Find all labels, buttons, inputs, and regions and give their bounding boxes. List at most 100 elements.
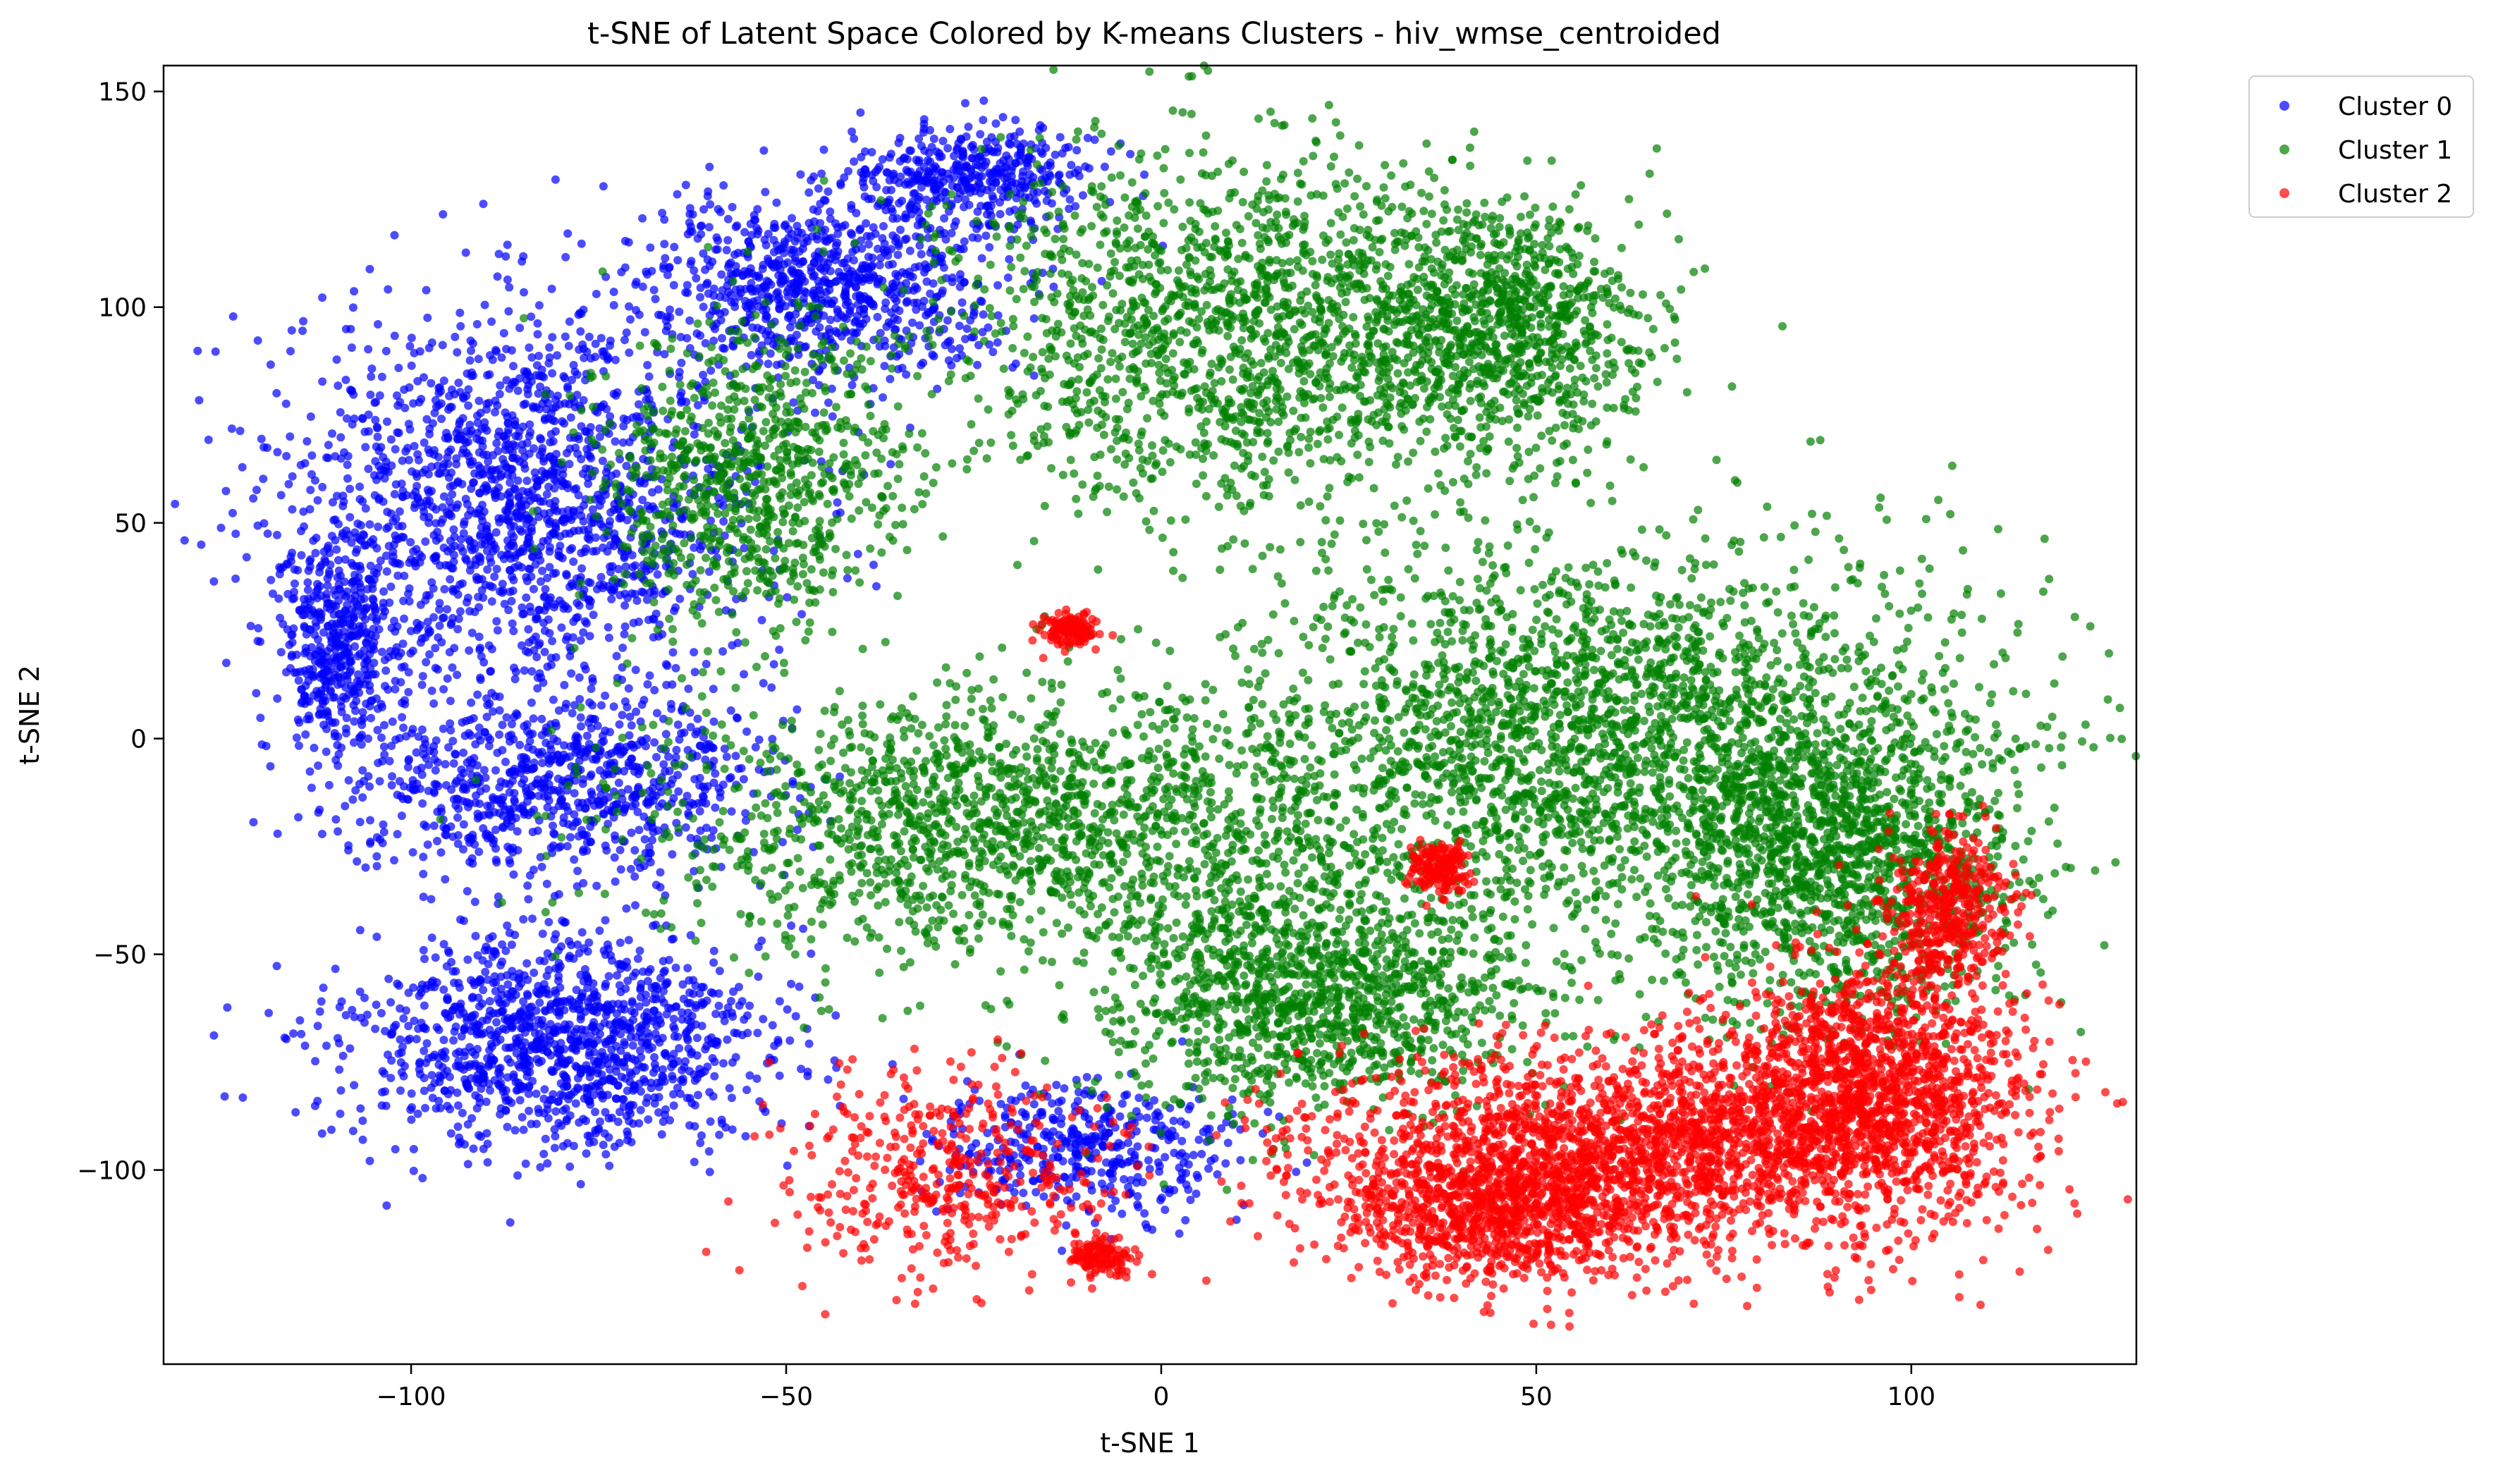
scatter-point bbox=[989, 348, 998, 357]
scatter-point bbox=[579, 845, 588, 854]
scatter-point bbox=[399, 723, 408, 732]
scatter-point bbox=[322, 453, 331, 462]
scatter-point bbox=[450, 644, 459, 653]
scatter-point bbox=[302, 437, 312, 446]
scatter-point bbox=[489, 1009, 498, 1018]
scatter-point bbox=[548, 333, 557, 342]
scatter-point bbox=[286, 432, 295, 441]
scatter-point bbox=[542, 879, 551, 888]
scatter-point bbox=[791, 1012, 800, 1021]
scatter-point bbox=[418, 1174, 427, 1183]
scatter-point bbox=[692, 752, 702, 761]
scatter-point bbox=[564, 341, 573, 350]
scatter-point bbox=[458, 579, 467, 588]
scatter-point bbox=[447, 785, 456, 794]
scatter-point bbox=[706, 988, 716, 997]
scatter-point bbox=[584, 479, 593, 489]
scatter-point bbox=[455, 1010, 464, 1019]
scatter-point bbox=[637, 700, 647, 709]
scatter-point bbox=[565, 317, 574, 326]
scatter-point bbox=[501, 506, 510, 515]
scatter-point bbox=[447, 503, 456, 513]
scatter-point bbox=[527, 698, 536, 707]
scatter-point bbox=[944, 356, 953, 365]
scatter-point bbox=[493, 748, 502, 757]
scatter-point bbox=[384, 285, 393, 294]
scatter-point bbox=[565, 460, 574, 469]
scatter-point bbox=[819, 195, 828, 204]
scatter-point bbox=[646, 243, 655, 252]
scatter-point bbox=[360, 1018, 369, 1027]
scatter-point bbox=[631, 280, 640, 289]
scatter-point bbox=[657, 1130, 666, 1139]
scatter-point bbox=[546, 593, 555, 602]
scatter-point bbox=[668, 680, 677, 689]
scatter-point bbox=[419, 945, 428, 955]
scatter-point bbox=[561, 332, 570, 341]
scatter-point bbox=[596, 572, 606, 582]
scatter-point bbox=[692, 1034, 702, 1043]
scatter-point bbox=[574, 434, 583, 443]
scatter-point bbox=[487, 597, 496, 606]
scatter-point bbox=[993, 281, 1003, 290]
scatter-point bbox=[509, 362, 518, 371]
scatter-point bbox=[557, 623, 566, 632]
scatter-point bbox=[650, 738, 659, 747]
scatter-point bbox=[434, 1053, 443, 1062]
scatter-point bbox=[685, 218, 694, 227]
scatter-point bbox=[704, 1147, 714, 1156]
scatter-point bbox=[399, 596, 408, 606]
scatter-point bbox=[491, 844, 500, 853]
scatter-point bbox=[741, 297, 749, 305]
scatter-point bbox=[434, 384, 443, 393]
scatter-point bbox=[530, 468, 539, 477]
scatter-point bbox=[305, 505, 314, 514]
scatter-point bbox=[703, 1062, 712, 1072]
scatter-point bbox=[587, 1022, 596, 1031]
scatter-point bbox=[683, 281, 692, 290]
scatter-point bbox=[570, 789, 579, 798]
scatter-point bbox=[291, 1108, 300, 1117]
scatter-point bbox=[759, 260, 768, 269]
scatter-point bbox=[919, 296, 929, 305]
scatter-point bbox=[455, 417, 465, 426]
scatter-point bbox=[595, 1086, 604, 1096]
scatter-point bbox=[716, 309, 725, 318]
scatter-point bbox=[957, 298, 967, 307]
scatter-point bbox=[636, 993, 645, 1002]
scatter-point bbox=[844, 279, 853, 288]
scatter-point bbox=[406, 1105, 415, 1115]
scatter-point bbox=[384, 1050, 392, 1060]
scatter-point bbox=[541, 738, 551, 747]
scatter-point bbox=[529, 403, 538, 412]
scatter-point bbox=[685, 1067, 694, 1076]
scatter-point bbox=[435, 599, 444, 608]
scatter-point bbox=[1040, 186, 1049, 195]
scatter-point bbox=[662, 979, 671, 988]
scatter-point bbox=[605, 1161, 614, 1170]
scatter-point bbox=[833, 238, 842, 247]
scatter-point bbox=[717, 270, 726, 279]
scatter-point bbox=[611, 800, 620, 809]
scatter-point bbox=[647, 983, 656, 993]
scatter-point bbox=[728, 202, 737, 211]
scatter-point bbox=[681, 1057, 690, 1066]
scatter-point bbox=[620, 553, 629, 563]
scatter-point bbox=[553, 1048, 562, 1057]
scatter-point bbox=[532, 1120, 541, 1129]
scatter-point bbox=[576, 636, 585, 645]
scatter-point bbox=[432, 551, 441, 560]
scatter-point bbox=[811, 408, 819, 417]
scatter-point bbox=[228, 312, 238, 321]
scatter-point bbox=[487, 644, 496, 654]
scatter-point bbox=[537, 862, 546, 871]
scatter-point bbox=[324, 441, 333, 450]
scatter-point bbox=[690, 543, 699, 552]
scatter-point bbox=[575, 673, 584, 682]
scatter-point bbox=[959, 150, 968, 159]
scatter-point bbox=[705, 1167, 714, 1177]
scatter-point bbox=[345, 1044, 355, 1053]
scatter-point bbox=[649, 615, 659, 624]
scatter-point bbox=[393, 622, 402, 631]
scatter-point bbox=[604, 623, 613, 632]
